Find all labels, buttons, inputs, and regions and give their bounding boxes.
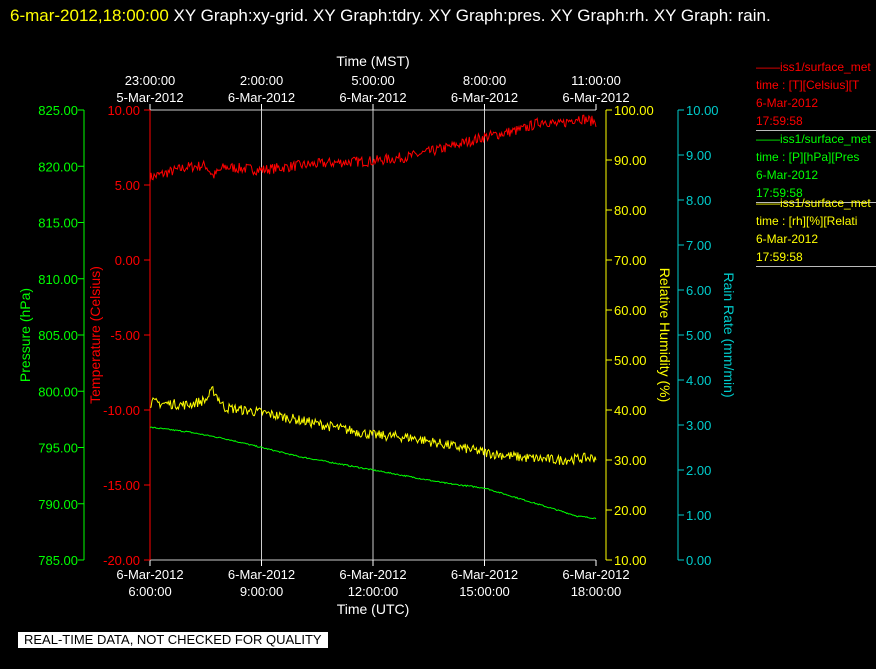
pressure-tick-label: 795.00 — [38, 441, 78, 456]
rain-tick-label: 8.00 — [686, 193, 711, 208]
rh-tick-label: 20.00 — [614, 503, 647, 518]
pressure-tick-label: 790.00 — [38, 497, 78, 512]
temperature-tick-label: -5.00 — [110, 328, 140, 343]
temperature-tick-label: 0.00 — [115, 253, 140, 268]
rh-tick-label: 50.00 — [614, 353, 647, 368]
rain-tick-label: 9.00 — [686, 148, 711, 163]
top-tick-label: 6-Mar-2012 — [228, 90, 295, 105]
axes: 23:00:00 5-Mar-2012 2:00:00 6-Mar-2012 5:00:… — [17, 53, 737, 617]
top-tick-label: 6-Mar-2012 — [339, 90, 406, 105]
rh-tick-label: 30.00 — [614, 453, 647, 468]
legend-series-desc: time : [rh][%][Relati — [756, 214, 858, 228]
top-tick-label: 5-Mar-2012 — [116, 90, 183, 105]
bottom-tick-label: 6-Mar-2012 — [116, 567, 183, 582]
legend-entry-temperature[interactable]: ——iss1/surface_met time : [T][Celsius][T… — [756, 58, 876, 131]
pressure-series-line — [149, 426, 597, 520]
rain-axis-title: Rain Rate (mm/min) — [721, 272, 737, 397]
rh-axis-title: Relative Humidity (%) — [657, 268, 673, 403]
temperature-tick-label: 5.00 — [115, 178, 140, 193]
rh-series-line — [149, 385, 597, 466]
legend-date: 6-Mar-2012 — [756, 232, 819, 246]
top-tick-label: 6-Mar-2012 — [562, 90, 629, 105]
rain-tick-label: 5.00 — [686, 328, 711, 343]
pressure-axis-title: Pressure (hPa) — [17, 288, 33, 382]
legend-series-name: iss1/surface_met — [780, 60, 871, 74]
bottom-axis-title: Time (UTC) — [337, 601, 410, 617]
temperature-tick-label: -15.00 — [103, 478, 140, 493]
top-tick-label: 11:00:00 — [571, 73, 621, 88]
bottom-tick-label: 6-Mar-2012 — [451, 567, 518, 582]
legend-entry-pressure[interactable]: ——iss1/surface_met time : [P][hPa][Pres … — [756, 130, 876, 203]
grid — [150, 109, 596, 561]
pressure-tick-label: 785.00 — [38, 553, 78, 568]
bottom-tick-label: 6-Mar-2012 — [562, 567, 629, 582]
rain-tick-label: 4.00 — [686, 373, 711, 388]
top-tick-label: 5:00:00 — [351, 73, 394, 88]
top-axis-title: Time (MST) — [336, 53, 409, 69]
temperature-tick-label: -20.00 — [103, 553, 140, 568]
temperature-tick-label: -10.00 — [103, 403, 140, 418]
pressure-tick-label: 825.00 — [38, 103, 78, 118]
pressure-tick-label: 810.00 — [38, 272, 78, 287]
temperature-axis-title: Temperature (Celsius) — [87, 266, 103, 404]
legend-time: 17:59:58 — [756, 250, 803, 264]
graph-title: 6-mar-2012,18:00:00 XY Graph:xy-grid. XY… — [10, 2, 860, 30]
legend-series-desc: time : [T][Celsius][T — [756, 78, 860, 92]
quality-warning: REAL-TIME DATA, NOT CHECKED FOR QUALITY — [18, 632, 328, 648]
top-tick-label: 23:00:00 — [125, 73, 176, 88]
bottom-tick-label: 9:00:00 — [240, 584, 283, 599]
bottom-tick-label: 12:00:00 — [348, 584, 399, 599]
rh-tick-label: 70.00 — [614, 253, 647, 268]
rain-tick-label: 6.00 — [686, 283, 711, 298]
pressure-tick-label: 805.00 — [38, 328, 78, 343]
legend-time: 17:59:58 — [756, 114, 803, 128]
top-tick-label: 2:00:00 — [240, 73, 283, 88]
top-tick-label: 6-Mar-2012 — [451, 90, 518, 105]
rh-tick-label: 10.00 — [614, 553, 647, 568]
temperature-series-line — [149, 114, 597, 183]
pressure-tick-label: 800.00 — [38, 384, 78, 399]
bottom-tick-label: 15:00:00 — [459, 584, 510, 599]
bottom-tick-label: 6:00:00 — [128, 584, 171, 599]
rain-tick-label: 0.00 — [686, 553, 711, 568]
top-tick-label: 8:00:00 — [463, 73, 506, 88]
legend-time: 17:59:58 — [756, 186, 803, 200]
legend-date: 6-Mar-2012 — [756, 168, 819, 182]
rh-tick-label: 40.00 — [614, 403, 647, 418]
legend-series-desc: time : [P][hPa][Pres — [756, 150, 860, 164]
bottom-tick-label: 6-Mar-2012 — [228, 567, 295, 582]
graph-list-title: XY Graph:xy-grid. XY Graph:tdry. XY Grap… — [173, 6, 771, 25]
legend-entry-humidity[interactable]: ——iss1/surface_met time : [rh][%][Relati… — [756, 194, 876, 267]
legend-series-name: iss1/surface_met — [780, 196, 871, 210]
temperature-tick-label: 10.00 — [107, 103, 140, 118]
series-lines — [149, 114, 597, 520]
rh-tick-label: 100.00 — [614, 103, 654, 118]
legend-series-name: iss1/surface_met — [780, 132, 871, 146]
rain-tick-label: 1.00 — [686, 508, 711, 523]
rain-tick-label: 7.00 — [686, 238, 711, 253]
rh-tick-label: 80.00 — [614, 203, 647, 218]
timestamp: 6-mar-2012,18:00:00 — [10, 6, 169, 25]
legend-date: 6-Mar-2012 — [756, 96, 819, 110]
rh-tick-label: 90.00 — [614, 153, 647, 168]
rain-tick-label: 2.00 — [686, 463, 711, 478]
bottom-tick-label: 6-Mar-2012 — [339, 567, 406, 582]
pressure-tick-label: 815.00 — [38, 216, 78, 231]
rh-tick-label: 60.00 — [614, 303, 647, 318]
rain-tick-label: 10.00 — [686, 103, 719, 118]
bottom-tick-label: 18:00:00 — [571, 584, 622, 599]
pressure-tick-label: 820.00 — [38, 159, 78, 174]
rain-tick-label: 3.00 — [686, 418, 711, 433]
